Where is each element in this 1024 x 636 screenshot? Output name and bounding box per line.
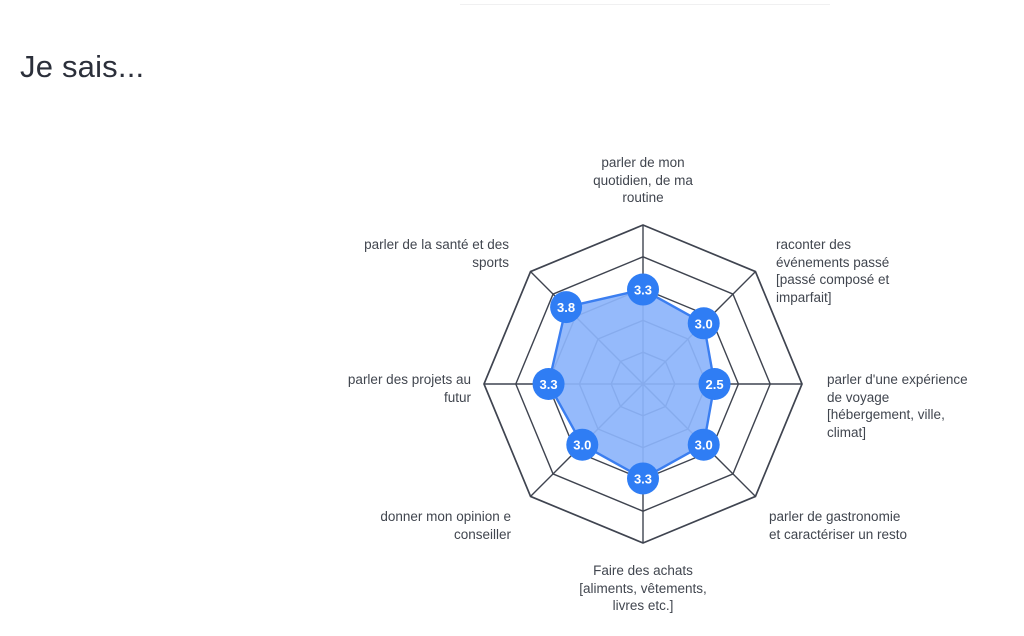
data-point-value: 3.0 bbox=[695, 438, 713, 453]
data-point-circle bbox=[566, 428, 599, 461]
axis-label-opinion: donner mon opinion e conseiller bbox=[380, 509, 511, 542]
axis-label-sante: parler de la santé et des sports bbox=[364, 237, 509, 270]
data-point-circle bbox=[687, 307, 720, 340]
data-point-value: 3.3 bbox=[634, 471, 652, 486]
axis-label-futur: parler des projets au futur bbox=[347, 372, 471, 405]
data-point-circle bbox=[698, 368, 731, 400]
data-point-value: 3.0 bbox=[573, 438, 591, 453]
data-point-value: 2.5 bbox=[706, 377, 724, 392]
top-divider bbox=[460, 4, 830, 5]
page-title: Je sais... bbox=[20, 48, 145, 84]
data-point-circle bbox=[687, 428, 720, 461]
axis-label-quotidien: parler de mon quotidien, de ma routine bbox=[593, 155, 693, 205]
data-point-marker[interactable]: 3.3 bbox=[532, 368, 565, 400]
data-point-circle bbox=[627, 273, 659, 306]
axis-label-voyage: parler d'une expérience de voyage [héber… bbox=[827, 372, 968, 440]
data-point-value: 3.3 bbox=[634, 283, 652, 298]
data-point-value: 3.8 bbox=[557, 300, 575, 315]
data-point-value: 3.0 bbox=[695, 316, 713, 331]
axis-label-achats: Faire des achats [aliments, vêtements, l… bbox=[579, 563, 707, 613]
data-point-marker[interactable]: 3.0 bbox=[566, 428, 599, 461]
data-point-marker[interactable]: 2.5 bbox=[698, 368, 731, 400]
data-point-marker[interactable]: 3.3 bbox=[627, 273, 659, 306]
data-point-circle bbox=[532, 368, 565, 400]
data-point-marker[interactable]: 3.0 bbox=[687, 307, 720, 340]
data-point-circle bbox=[627, 462, 659, 495]
data-point-marker[interactable]: 3.3 bbox=[627, 462, 659, 495]
axis-label-gastronomie: parler de gastronomie et caractériser un… bbox=[769, 509, 908, 542]
data-point-circle bbox=[550, 291, 583, 324]
data-point-marker[interactable]: 3.0 bbox=[687, 428, 720, 461]
data-point-marker[interactable]: 3.8 bbox=[550, 291, 583, 324]
data-point-value: 3.3 bbox=[540, 377, 558, 392]
axis-label-passe: raconter des événements passé [passé com… bbox=[776, 237, 890, 305]
radar-data-markers: 3.3 3.0 2.5 3.0 3.3 3.0 3.3 3.8 bbox=[532, 273, 731, 495]
